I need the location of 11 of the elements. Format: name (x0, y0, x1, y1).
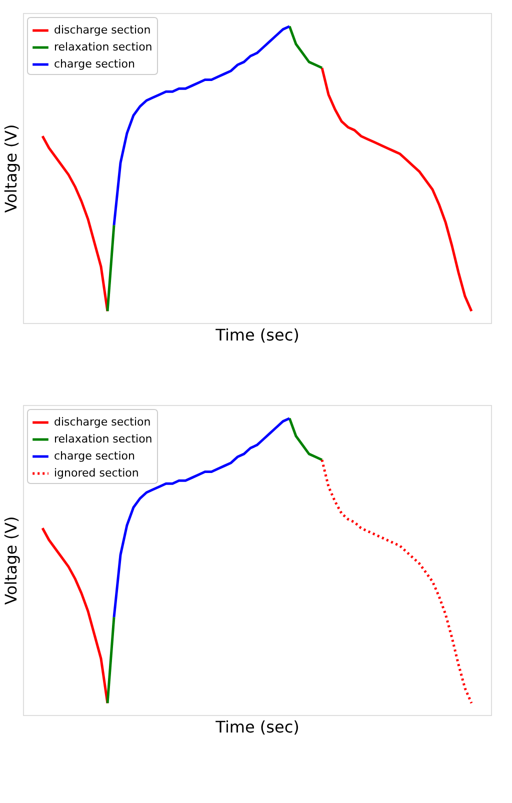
y-axis-title: Voltage (V) (2, 124, 20, 213)
legend-label: charge section (54, 58, 135, 70)
legend-label: relaxation section (54, 432, 152, 446)
legend-label: discharge section (54, 24, 151, 36)
x-axis-title: Time (sec) (214, 718, 300, 736)
y-axis-title: Voltage (V) (2, 516, 20, 605)
x-axis-title: Time (sec) (214, 326, 300, 344)
legend-label: relaxation section (54, 40, 152, 54)
legend-label: discharge section (54, 416, 151, 428)
legend-label: ignored section (54, 466, 139, 480)
legend-label: charge section (54, 450, 135, 462)
